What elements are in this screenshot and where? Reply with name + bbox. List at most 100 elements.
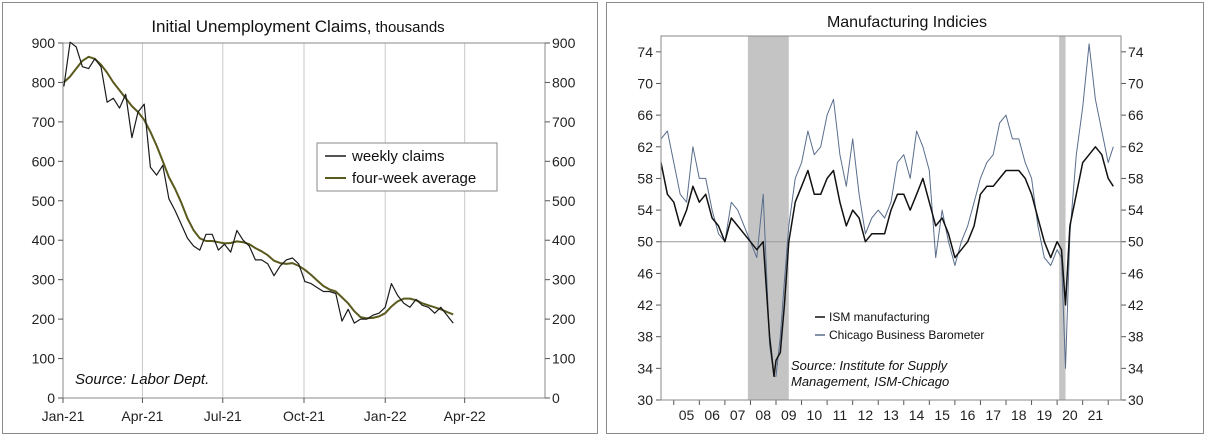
x-tick-label-apr-22: Apr-22 (444, 408, 486, 424)
x-tick-label-16: 16 (960, 407, 976, 423)
y-right-tick-label-66: 66 (1128, 107, 1144, 123)
y-tick-label-66: 66 (637, 107, 653, 123)
y-tick-label-100: 100 (32, 351, 56, 367)
y-axis-right: 0 100 200 300 400 500 600 700 800 900 (545, 35, 576, 406)
y-tick-label-0: 0 (47, 390, 55, 406)
y-right-tick-label-38: 38 (1128, 329, 1144, 345)
y-axis-right: 30 34 38 42 46 50 54 58 62 66 70 74 (1121, 44, 1144, 408)
x-tick-label-09: 09 (781, 407, 797, 423)
x-tick-label-19: 19 (1037, 407, 1053, 423)
y-tick-label-800: 800 (32, 74, 56, 90)
recession-bands (747, 36, 1066, 400)
legend: weekly claims four-week average (316, 142, 498, 192)
y-right-tick-label-200: 200 (552, 311, 576, 327)
legend: ISM manufacturing Chicago Business Barom… (815, 310, 984, 342)
y-axis-left: 0 100 200 300 400 500 600 700 800 900 (32, 35, 63, 406)
legend-box (316, 142, 498, 192)
series-line-four-week-average (63, 55, 454, 320)
y-tick-label-46: 46 (637, 265, 653, 281)
y-right-tick-label-46: 46 (1128, 265, 1144, 281)
y-tick-label-70: 70 (637, 75, 653, 91)
claims-chart-panel: Initial Unemployment Claims, thousands 0 1… (2, 2, 598, 434)
y-tick-label-38: 38 (637, 329, 653, 345)
y-right-tick-label-500: 500 (552, 193, 576, 209)
y-tick-label-300: 300 (32, 272, 56, 288)
x-tick-label-18: 18 (1011, 407, 1027, 423)
legend-label-weekly-claims: weekly claims (351, 148, 445, 165)
x-tick-label-07: 07 (730, 407, 746, 423)
y-tick-label-58: 58 (637, 170, 653, 186)
x-tick-label-jan-21: Jan-21 (42, 408, 85, 424)
x-tick-label-apr-21: Apr-21 (121, 408, 163, 424)
y-tick-label-74: 74 (637, 44, 653, 60)
chart-title-main: Initial Unemployment Claims, (151, 17, 371, 36)
y-right-tick-label-42: 42 (1128, 297, 1144, 313)
chart-grid (141, 43, 466, 398)
y-axis-left: 30 34 38 42 46 50 54 58 62 66 70 74 (637, 44, 661, 408)
claims-chart: Initial Unemployment Claims, thousands 0 1… (32, 17, 576, 424)
x-tick-label-21: 21 (1088, 407, 1104, 423)
y-right-tick-label-700: 700 (552, 114, 576, 130)
x-tick-label-05: 05 (679, 407, 695, 423)
y-tick-label-200: 200 (32, 311, 56, 327)
x-tick-label-jul-21: Jul-21 (204, 408, 242, 424)
x-tick-label-10: 10 (807, 407, 823, 423)
chart-title: Initial Unemployment Claims, thousands (151, 17, 444, 36)
y-right-tick-label-400: 400 (552, 232, 576, 248)
y-right-tick-label-800: 800 (552, 74, 576, 90)
y-tick-label-700: 700 (32, 114, 56, 130)
x-tick-label-11: 11 (833, 407, 848, 423)
y-right-tick-label-100: 100 (552, 351, 576, 367)
y-right-tick-label-54: 54 (1128, 202, 1144, 218)
y-right-tick-label-62: 62 (1128, 139, 1144, 155)
chart-title-units: thousands (375, 19, 444, 36)
legend-label-four-week-average: four-week average (352, 170, 476, 187)
x-tick-label-08: 08 (755, 407, 771, 423)
y-right-tick-label-34: 34 (1128, 360, 1144, 376)
x-axis: 05 06 07 08 09 10 11 12 13 14 15 16 17 18 19 20 21 (673, 400, 1109, 423)
series-lines (63, 41, 454, 324)
y-tick-label-600: 600 (32, 153, 56, 169)
recession-band (747, 36, 789, 400)
legend-label-chicago-business-barometer: Chicago Business Barometer (829, 328, 984, 342)
y-right-tick-label-300: 300 (552, 272, 576, 288)
series-line-weekly-claims (63, 41, 454, 324)
y-right-tick-label-70: 70 (1128, 75, 1144, 91)
plot-area (660, 35, 1122, 401)
manufacturing-chart: Manufacturing Indicies 30 34 38 42 46 50 54 58 6… (637, 14, 1144, 423)
x-tick-label-oct-21: Oct-21 (283, 408, 325, 424)
series-lines (660, 43, 1114, 378)
x-tick-label-15: 15 (934, 407, 950, 423)
source-note-line-2: Management, ISM-Chicago (791, 374, 949, 389)
y-tick-label-42: 42 (637, 297, 653, 313)
y-right-tick-label-74: 74 (1128, 44, 1144, 60)
y-tick-label-900: 900 (32, 35, 56, 51)
x-tick-label-13: 13 (883, 407, 899, 423)
y-right-tick-label-50: 50 (1128, 234, 1144, 250)
recession-band (1059, 36, 1066, 400)
y-right-tick-label-30: 30 (1128, 392, 1144, 408)
x-tick-label-12: 12 (858, 407, 874, 423)
y-tick-label-500: 500 (32, 193, 56, 209)
series-line-chicago-business-barometer (660, 43, 1114, 377)
y-tick-label-400: 400 (32, 232, 56, 248)
y-right-tick-label-600: 600 (552, 153, 576, 169)
source-note-line-1: Source: Institute for Supply (791, 358, 949, 373)
x-tick-label-06: 06 (704, 407, 720, 423)
y-tick-label-54: 54 (637, 202, 653, 218)
x-tick-label-20: 20 (1062, 407, 1078, 423)
y-tick-label-50: 50 (637, 234, 653, 250)
y-tick-label-62: 62 (637, 139, 653, 155)
y-right-tick-label-0: 0 (552, 390, 560, 406)
y-tick-label-30: 30 (637, 392, 653, 408)
x-tick-label-14: 14 (909, 407, 925, 423)
y-right-tick-label-58: 58 (1128, 170, 1144, 186)
manufacturing-chart-panel: Manufacturing Indicies 30 34 38 42 46 50 54 58 6… (606, 2, 1204, 434)
y-right-tick-label-900: 900 (552, 35, 576, 51)
legend-label-ism-manufacturing: ISM manufacturing (829, 310, 930, 324)
series-line-ism-manufacturing (660, 146, 1114, 378)
x-tick-label-17: 17 (985, 407, 1001, 423)
source-note: Source: Labor Dept. (75, 371, 209, 388)
y-tick-label-34: 34 (637, 360, 653, 376)
x-tick-label-jan-22: Jan-22 (364, 408, 407, 424)
